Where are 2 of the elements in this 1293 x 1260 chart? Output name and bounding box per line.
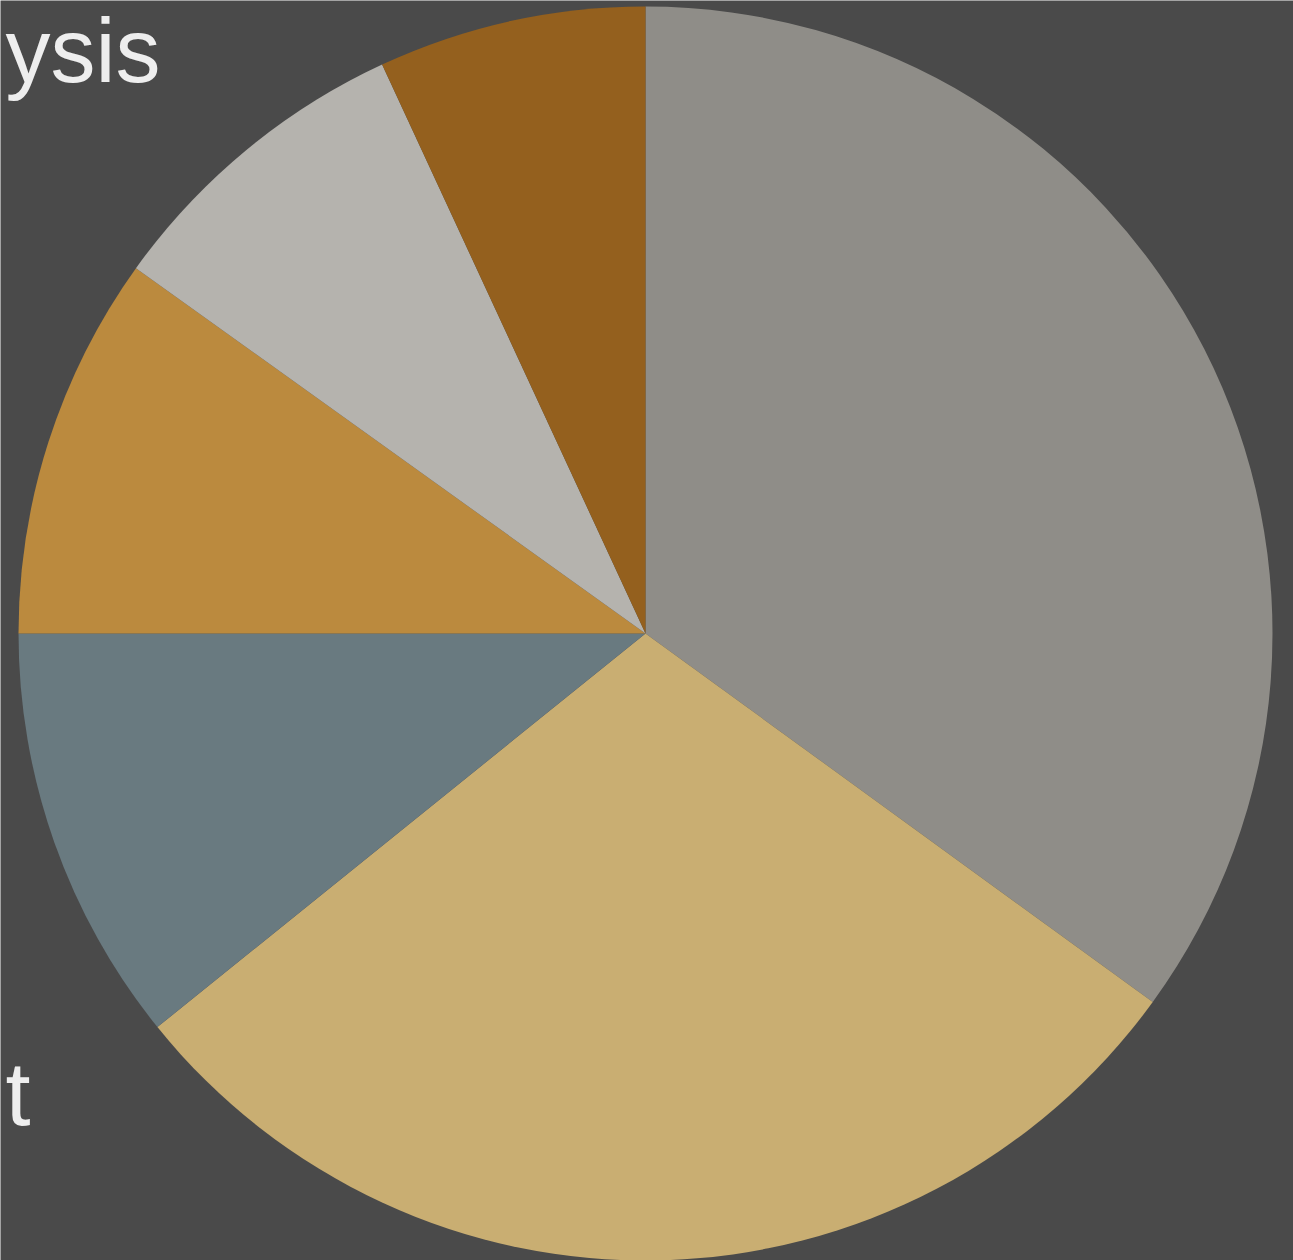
text: t [5, 1043, 31, 1144]
chart-title: ysis [5, 0, 161, 101]
